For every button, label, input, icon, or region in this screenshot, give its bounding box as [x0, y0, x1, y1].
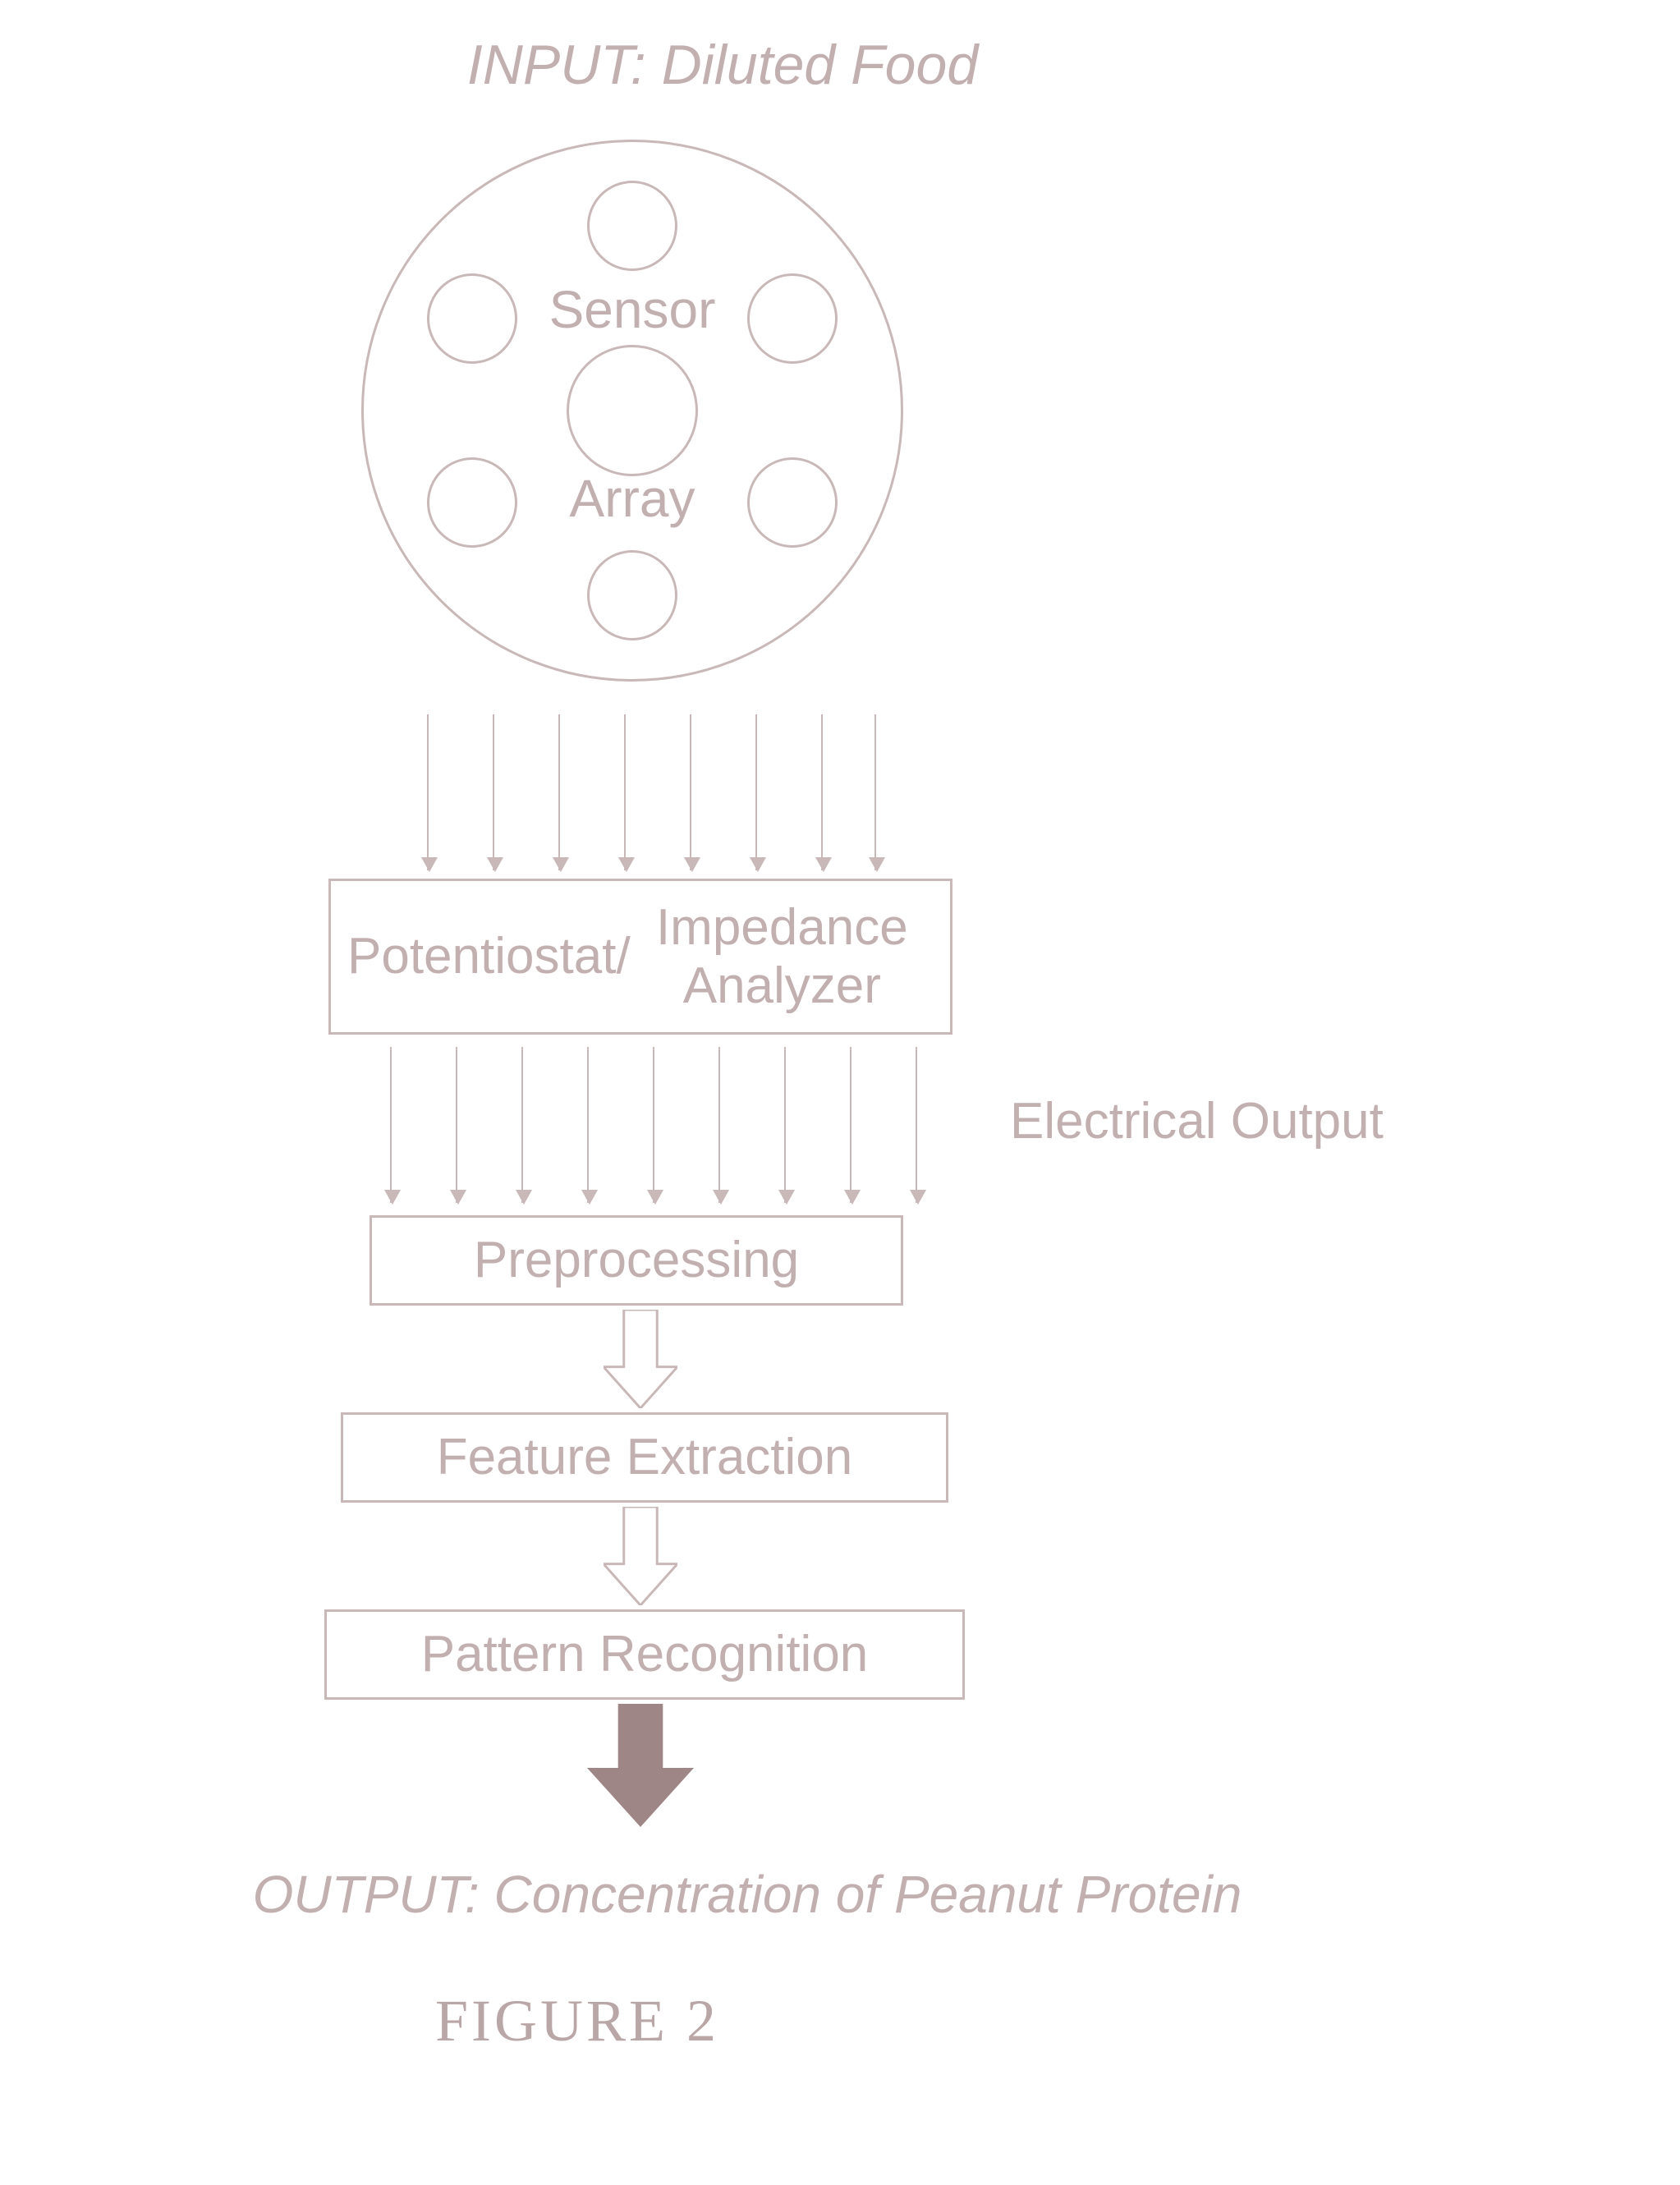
figure-label: FIGURE 2 [435, 1987, 719, 2055]
thin-arrow [456, 1047, 457, 1203]
thin-arrow [916, 1047, 917, 1203]
thin-arrow [874, 714, 876, 870]
box-preprocessing: Preprocessing [370, 1215, 903, 1306]
thin-arrow [390, 1047, 392, 1203]
electrical-output-label: Electrical Output [1010, 1092, 1384, 1150]
box-pattern-recognition: Pattern Recognition [324, 1609, 965, 1700]
box-feature-extraction: Feature Extraction [341, 1412, 948, 1503]
thin-arrow [587, 1047, 589, 1203]
hollow-arrow-1 [604, 1310, 677, 1408]
thin-arrow [493, 714, 494, 870]
sensor-well [587, 550, 677, 640]
thin-arrow [821, 714, 823, 870]
input-title: INPUT: Diluted Food [353, 33, 1092, 97]
thin-arrow [427, 714, 429, 870]
solid-arrow [587, 1704, 694, 1827]
thin-arrow [755, 714, 757, 870]
thin-arrow [653, 1047, 654, 1203]
output-title: OUTPUT: Concentration of Peanut Protein [90, 1864, 1404, 1925]
box-potentiostat: Potentiostat/Impedance Analyzer [328, 879, 952, 1035]
diagram-canvas: INPUT: Diluted Food Sensor Array Potenti… [0, 0, 1680, 2185]
thin-arrow [850, 1047, 851, 1203]
sensor-well [587, 181, 677, 271]
hollow-arrow-2 [604, 1507, 677, 1605]
thin-arrow [558, 714, 560, 870]
thin-arrow [624, 714, 626, 870]
thin-arrow [690, 714, 691, 870]
thin-arrow [521, 1047, 523, 1203]
sensor-well [567, 345, 698, 476]
sensor-label-bottom: Array [468, 468, 796, 529]
thin-arrow [784, 1047, 786, 1203]
thin-arrow [718, 1047, 720, 1203]
sensor-label-top: Sensor [468, 279, 796, 340]
